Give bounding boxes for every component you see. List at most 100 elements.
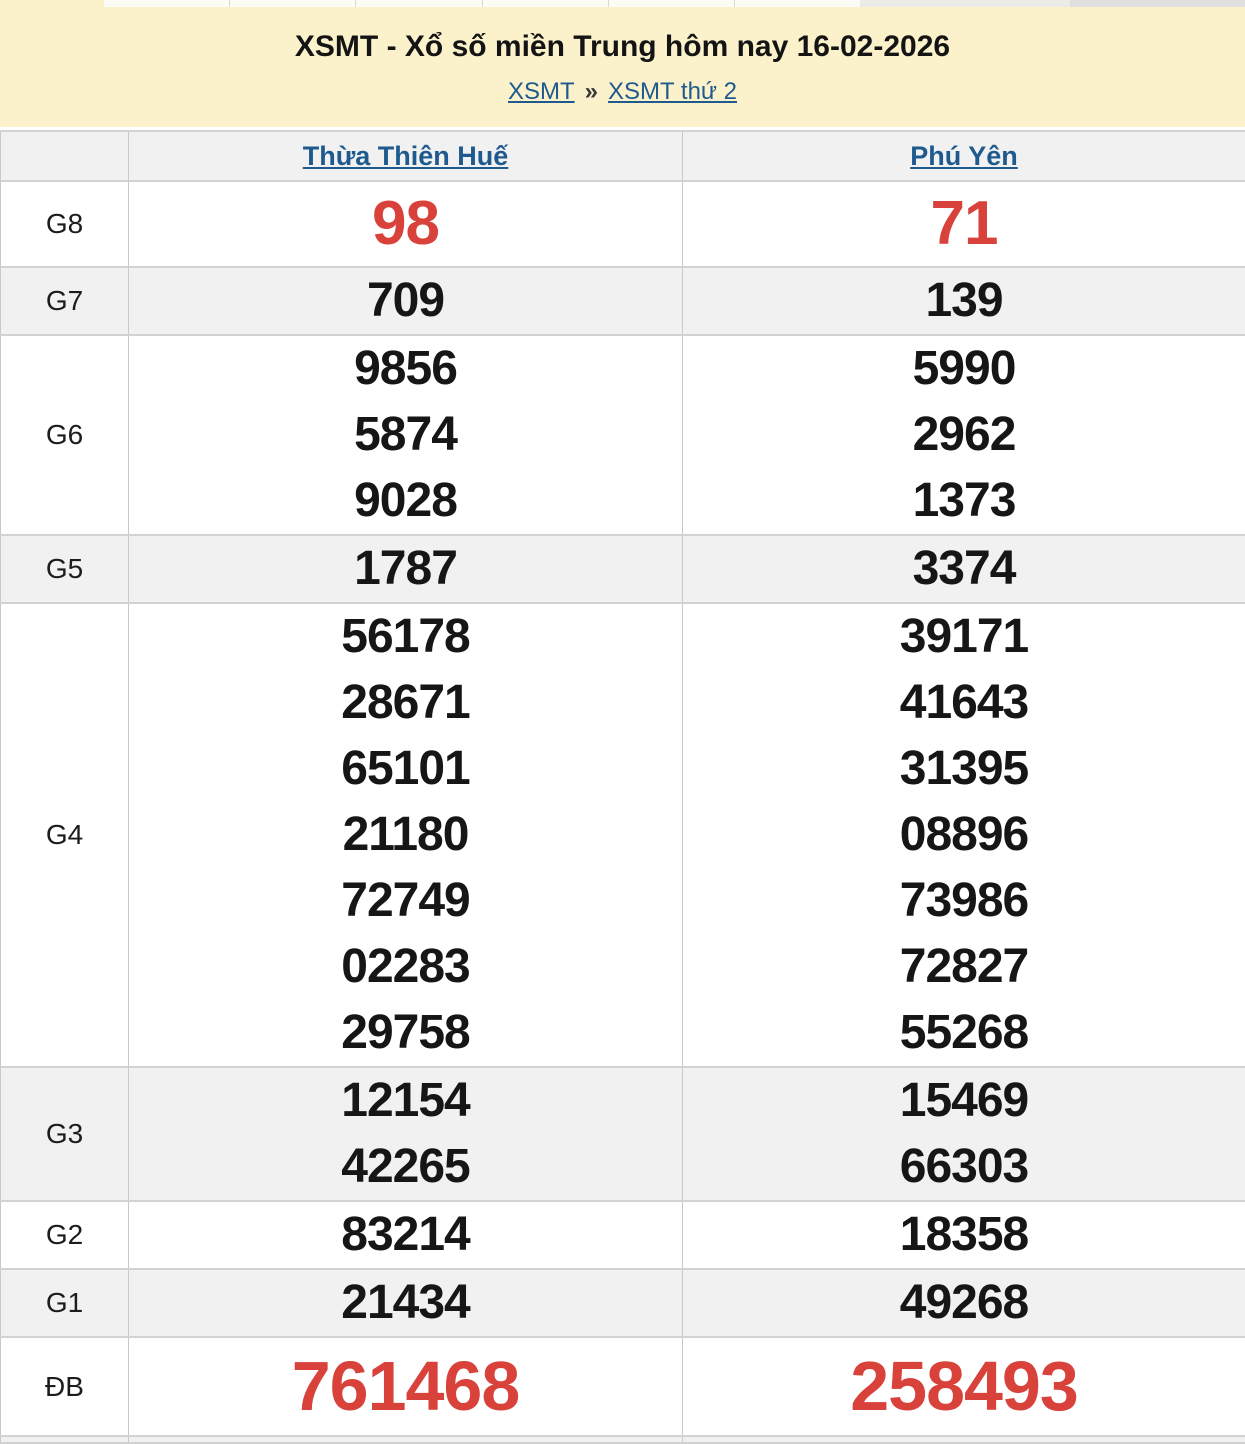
next-row-partial-cell xyxy=(683,1436,1245,1443)
prize-number: 65101 xyxy=(129,736,682,802)
breadcrumb-link-xsmt-thu-2[interactable]: XSMT thứ 2 xyxy=(608,78,737,105)
prize-cell-DB-col0: 761468 xyxy=(129,1337,683,1436)
prize-label-G3: G3 xyxy=(1,1067,129,1201)
prize-number: 02283 xyxy=(129,934,682,1000)
prize-number: 49268 xyxy=(683,1270,1245,1336)
prize-cell-G1-col0: 21434 xyxy=(129,1269,683,1337)
prize-number: 41643 xyxy=(683,670,1245,736)
prize-cell-G8-col0: 98 xyxy=(129,181,683,267)
top-tab[interactable] xyxy=(483,0,609,7)
prize-number: 709 xyxy=(129,268,682,334)
prize-cell-G2-col0: 83214 xyxy=(129,1201,683,1269)
top-tab[interactable] xyxy=(104,0,230,7)
top-tabs-strip xyxy=(0,0,1245,7)
prize-label-G8: G8 xyxy=(1,181,129,267)
prize-number: 12154 xyxy=(129,1068,682,1134)
prize-number: 1373 xyxy=(683,468,1245,534)
next-row-partial-cell xyxy=(1,1436,129,1443)
prize-cell-G5-col0: 1787 xyxy=(129,535,683,603)
page-header: XSMT - Xổ số miền Trung hôm nay 16-02-20… xyxy=(0,7,1245,127)
prize-number: 258493 xyxy=(683,1338,1245,1435)
prize-number: 18358 xyxy=(683,1202,1245,1268)
results-header-row: Thừa Thiên Huế Phú Yên xyxy=(1,131,1245,181)
province-link-thua-thien-hue[interactable]: Thừa Thiên Huế xyxy=(303,141,509,171)
top-tabs xyxy=(104,0,860,7)
prize-number: 9028 xyxy=(129,468,682,534)
prize-cell-G1-col1: 49268 xyxy=(683,1269,1245,1337)
prize-number: 15469 xyxy=(683,1068,1245,1134)
prize-number: 98 xyxy=(129,182,682,266)
prize-number: 9856 xyxy=(129,336,682,402)
top-tab[interactable] xyxy=(609,0,735,7)
prize-number: 5990 xyxy=(683,336,1245,402)
prize-number: 761468 xyxy=(129,1338,682,1435)
breadcrumb-link-xsmt[interactable]: XSMT xyxy=(508,78,575,105)
column-header-thua-thien-hue: Thừa Thiên Huế xyxy=(129,131,683,181)
prize-number: 55268 xyxy=(683,1000,1245,1066)
prize-number: 39171 xyxy=(683,604,1245,670)
prize-cell-G7-col0: 709 xyxy=(129,267,683,335)
prize-cell-DB-col1: 258493 xyxy=(683,1337,1245,1436)
prize-number: 21434 xyxy=(129,1270,682,1336)
page-title: XSMT - Xổ số miền Trung hôm nay 16-02-20… xyxy=(10,29,1235,65)
prize-number: 08896 xyxy=(683,802,1245,868)
prize-number: 28671 xyxy=(129,670,682,736)
prize-label-DB: ĐB xyxy=(1,1337,129,1436)
prize-number: 29758 xyxy=(129,1000,682,1066)
prize-cell-G8-col1: 71 xyxy=(683,181,1245,267)
prize-cell-G7-col1: 139 xyxy=(683,267,1245,335)
prize-number: 5874 xyxy=(129,402,682,468)
prize-number: 73986 xyxy=(683,868,1245,934)
prize-label-G4: G4 xyxy=(1,603,129,1067)
prize-number: 72749 xyxy=(129,868,682,934)
prize-label-G1: G1 xyxy=(1,1269,129,1337)
prize-cell-G5-col1: 3374 xyxy=(683,535,1245,603)
prize-number: 71 xyxy=(683,182,1245,266)
prize-number: 21180 xyxy=(129,802,682,868)
prize-number: 2962 xyxy=(683,402,1245,468)
province-link-phu-yen[interactable]: Phú Yên xyxy=(910,141,1018,171)
top-strip-left xyxy=(0,0,104,7)
prize-number: 3374 xyxy=(683,536,1245,602)
top-tab[interactable] xyxy=(735,0,860,7)
top-strip-gray-dark xyxy=(1070,0,1245,7)
prize-label-G6: G6 xyxy=(1,335,129,535)
prize-number: 42265 xyxy=(129,1134,682,1200)
top-tab[interactable] xyxy=(356,0,482,7)
column-header-phu-yen: Phú Yên xyxy=(683,131,1245,181)
prize-number: 1787 xyxy=(129,536,682,602)
prize-number: 66303 xyxy=(683,1134,1245,1200)
prize-number: 56178 xyxy=(129,604,682,670)
corner-cell xyxy=(1,131,129,181)
prize-label-G2: G2 xyxy=(1,1201,129,1269)
breadcrumb-separator: » xyxy=(585,78,598,105)
top-tab[interactable] xyxy=(230,0,356,7)
top-strip-gray xyxy=(860,0,1070,7)
prize-number: 31395 xyxy=(683,736,1245,802)
prize-label-G7: G7 xyxy=(1,267,129,335)
next-row-partial xyxy=(1,1436,1245,1443)
prize-label-G5: G5 xyxy=(1,535,129,603)
prize-number: 139 xyxy=(683,268,1245,334)
next-row-partial-cell xyxy=(129,1436,683,1443)
breadcrumb: XSMT » XSMT thứ 2 xyxy=(10,77,1235,107)
prize-number: 72827 xyxy=(683,934,1245,1000)
prize-cell-G2-col1: 18358 xyxy=(683,1201,1245,1269)
